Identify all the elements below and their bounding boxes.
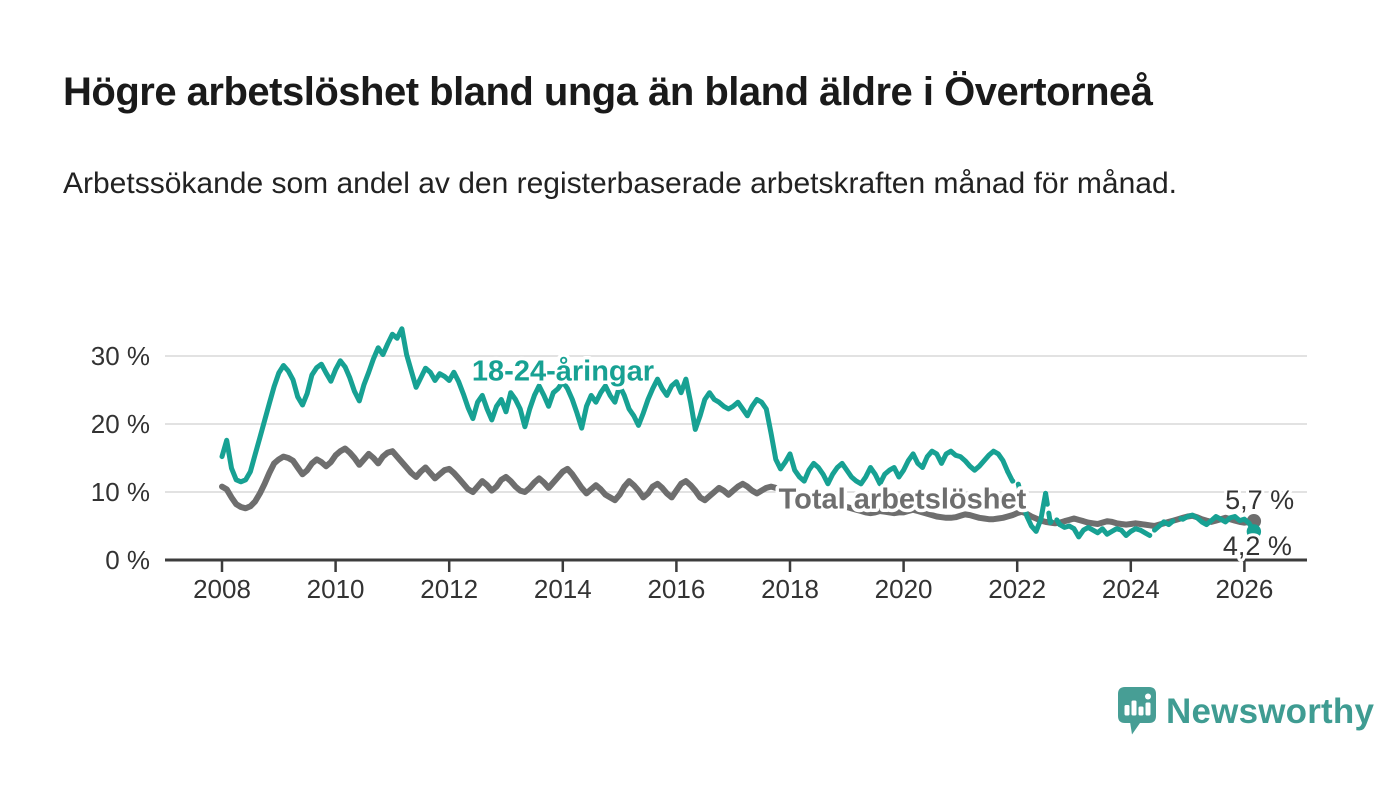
series-line-dashed bbox=[1005, 469, 1030, 519]
x-tick-label: 2020 bbox=[875, 574, 933, 604]
newsworthy-logo: Newsworthy bbox=[1118, 687, 1374, 735]
series-line-dashed bbox=[1043, 490, 1063, 528]
y-tick-label: 30 % bbox=[91, 341, 150, 371]
series-end-value-label: 4,2 % bbox=[1223, 531, 1292, 561]
logo-exclamation-icon bbox=[1145, 702, 1151, 716]
x-tick-label: 2026 bbox=[1215, 574, 1273, 604]
series-line-solid bbox=[219, 445, 1257, 529]
series-inline-label: 18-24-åringar bbox=[472, 355, 654, 387]
series-inline-label: Total arbetslöshet bbox=[779, 483, 1027, 515]
page-subtitle: Arbetssökande som andel av den registerb… bbox=[63, 167, 1177, 200]
logo-exclamation-dot-icon bbox=[1145, 693, 1151, 700]
logo-bar-icon bbox=[1138, 706, 1144, 716]
logo-bar-icon bbox=[1131, 700, 1137, 716]
x-tick-label: 2012 bbox=[420, 574, 478, 604]
x-tick-label: 2014 bbox=[534, 574, 592, 604]
series-line-dashed bbox=[1161, 514, 1191, 528]
series-line-solid bbox=[1024, 490, 1049, 534]
axes: 0 % 10 % 20 % 30 % 2008 2010 2012 2014 2016 2018 2… bbox=[91, 341, 1307, 604]
gridlines bbox=[165, 355, 1307, 493]
series-line-dashed bbox=[1137, 527, 1157, 538]
x-tick-label: 2024 bbox=[1102, 574, 1160, 604]
series-line-solid bbox=[1185, 512, 1257, 534]
y-tick-label: 10 % bbox=[91, 477, 150, 507]
series-end-value-label: 5,7 % bbox=[1225, 485, 1294, 515]
series-line-solid bbox=[1057, 522, 1143, 540]
x-tick-label: 2010 bbox=[307, 574, 365, 604]
x-tick-label: 2022 bbox=[988, 574, 1046, 604]
x-tick-label: 2016 bbox=[647, 574, 705, 604]
chart-labels: Total arbetslöshet 5,7 % 18-24-åringar 4,2 … bbox=[468, 352, 1297, 564]
x-tick-label: 2018 bbox=[761, 574, 819, 604]
series-lines bbox=[219, 326, 1262, 540]
y-tick-label: 0 % bbox=[105, 545, 150, 575]
series-end-dot bbox=[1246, 524, 1262, 539]
page-title: Högre arbetslöshet bland unga än bland ä… bbox=[63, 70, 1153, 114]
y-tick-label: 20 % bbox=[91, 409, 150, 439]
series-line-solid bbox=[219, 326, 1011, 487]
x-tick-label: 2008 bbox=[193, 574, 251, 604]
logo-bar-icon bbox=[1124, 705, 1130, 716]
newsworthy-logo-text: Newsworthy bbox=[1166, 692, 1374, 731]
